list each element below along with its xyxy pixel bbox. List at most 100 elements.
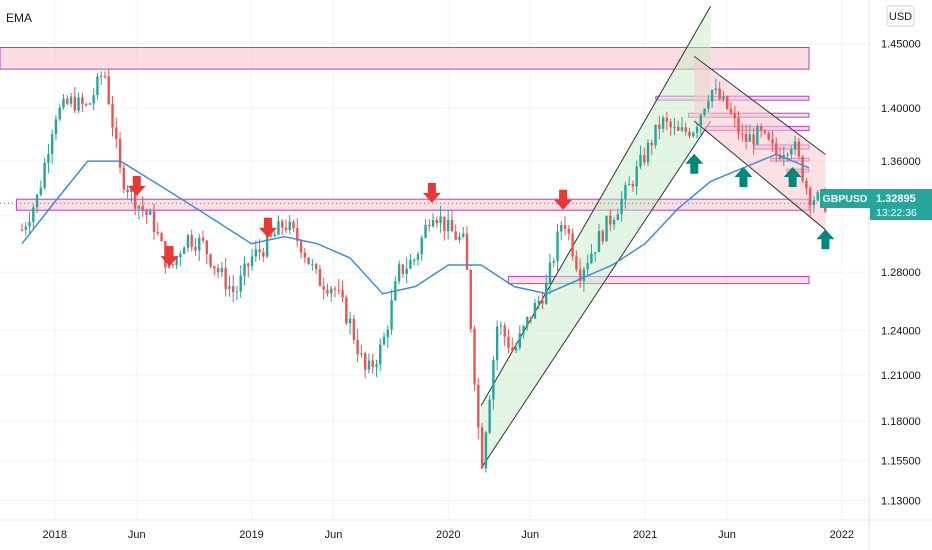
- candle-body: [92, 95, 95, 104]
- candle-body: [360, 353, 363, 355]
- candle-body: [239, 275, 242, 292]
- candle-body: [296, 227, 299, 241]
- candle-body: [454, 231, 457, 240]
- candle-body: [99, 75, 103, 77]
- price-tick-label: 1.18000: [881, 416, 921, 428]
- time-tick-label: 2020: [436, 529, 460, 541]
- candle-body: [69, 96, 73, 104]
- down-arrow-icon: [127, 175, 146, 196]
- candle-body: [164, 241, 167, 268]
- candle-body: [805, 180, 808, 189]
- candle-body: [58, 107, 61, 120]
- candle-body: [428, 224, 431, 227]
- price-zone: [507, 275, 810, 285]
- candle-body: [213, 266, 216, 269]
- candle-body: [537, 300, 540, 303]
- candle-body: [775, 143, 778, 155]
- candle-body: [462, 233, 465, 237]
- candle-body: [220, 268, 224, 273]
- candle-body: [631, 184, 635, 187]
- candle-body: [759, 126, 763, 131]
- candle-body: [307, 257, 310, 265]
- candle-body: [646, 142, 650, 163]
- candle-body: [330, 288, 333, 294]
- candle-body: [729, 108, 733, 114]
- candle-body: [473, 328, 476, 385]
- candle-body: [741, 133, 744, 135]
- candle-body: [133, 188, 137, 209]
- time-axis[interactable]: 2018 Jun 2019 Jun 2020 Jun 2021 Jun 2022: [43, 529, 855, 541]
- candle-body: [345, 297, 348, 324]
- candle-body: [145, 210, 148, 215]
- candle-body: [548, 262, 552, 284]
- candle-body: [767, 132, 770, 140]
- candle-body: [167, 264, 171, 268]
- candle-body: [111, 103, 114, 128]
- bar-countdown: 13:22:36: [876, 207, 917, 219]
- candle-body: [205, 240, 208, 255]
- currency-button[interactable]: USD: [886, 5, 915, 27]
- symbol-name: GBPUSD: [823, 193, 868, 205]
- candle-body: [318, 269, 322, 287]
- candle-body: [54, 119, 58, 135]
- candle-body: [137, 205, 141, 209]
- candle-body: [443, 216, 446, 232]
- price-tick-label: 1.24000: [881, 325, 921, 337]
- candle-body: [571, 233, 574, 257]
- candle-body: [20, 229, 24, 231]
- candle-body: [707, 101, 710, 109]
- candle-body: [352, 318, 356, 340]
- price-axis[interactable]: 1.450001.400001.360001.320001.280001.240…: [881, 39, 921, 508]
- candle-body: [703, 108, 706, 115]
- down-arrow-icon: [554, 189, 573, 210]
- ema-line: [0, 153, 869, 295]
- candle-body: [499, 325, 503, 327]
- candle-body: [88, 103, 92, 105]
- candle-body: [118, 138, 122, 168]
- trend-channels: [480, 5, 826, 469]
- candle-body: [492, 360, 495, 400]
- last-price-badge: [870, 189, 932, 220]
- candle-body: [616, 214, 620, 221]
- candle-body: [511, 347, 514, 351]
- candle-body: [816, 192, 819, 201]
- price-tick-label: 1.40000: [881, 103, 921, 115]
- candle-body: [722, 96, 725, 100]
- candle-body: [149, 211, 152, 215]
- candle-body: [635, 166, 638, 187]
- up-arrow-icon: [685, 153, 704, 174]
- time-tick-label: Jun: [521, 529, 539, 541]
- candle-body: [665, 117, 669, 122]
- candle-body: [424, 224, 427, 238]
- candle-body: [322, 286, 325, 290]
- symbol-badge: [820, 189, 870, 208]
- indicator-label[interactable]: EMA: [6, 11, 32, 25]
- candle-body: [348, 318, 352, 324]
- time-tick-label: 2018: [43, 529, 67, 541]
- candle-body: [405, 268, 408, 274]
- candle-body: [303, 252, 307, 258]
- candle-body: [156, 231, 159, 234]
- candle-body: [390, 300, 393, 330]
- candle-body: [299, 240, 303, 253]
- currency-label: USD: [889, 11, 912, 23]
- candle-body: [563, 225, 567, 229]
- candle-body: [24, 226, 27, 230]
- candle-body: [439, 216, 442, 224]
- candle-body: [560, 225, 563, 232]
- candle-body: [47, 153, 50, 163]
- candle-body: [43, 162, 46, 188]
- candle-body: [756, 126, 759, 145]
- symbol-price-badge: GBPUSD 1.32895 13:22:36: [820, 189, 932, 220]
- candle-body: [35, 194, 39, 208]
- time-tick-label: 2022: [830, 529, 854, 541]
- candle-body: [778, 154, 782, 159]
- candle-body: [812, 200, 816, 206]
- candle-body: [73, 96, 76, 111]
- candle-body: [371, 360, 374, 367]
- candle-body: [281, 221, 284, 228]
- price-tick-label: 1.13000: [881, 495, 921, 507]
- price-tick-label: 1.21000: [881, 370, 921, 382]
- candle-body: [586, 263, 589, 270]
